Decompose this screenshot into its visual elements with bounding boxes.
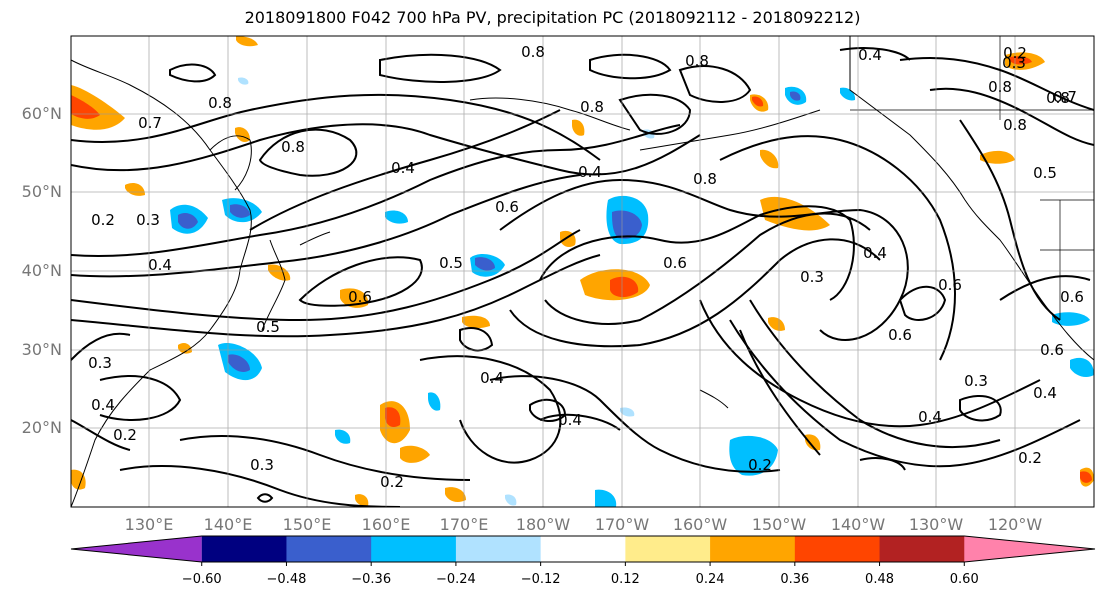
lon-label: 130°W: [908, 515, 964, 534]
colorbar-tick-label: 0.48: [865, 572, 894, 587]
contour-label: 0.2: [91, 211, 115, 229]
contour-label: 0.2: [380, 473, 404, 491]
colorbar-tick-label: −0.48: [266, 572, 307, 587]
contour-label: 0.6: [888, 326, 912, 344]
contour-label: 0.6: [938, 276, 962, 294]
lon-label: 140°W: [830, 515, 886, 534]
colorbar-tick-label: 0.36: [780, 572, 810, 587]
contour-label: 0.4: [91, 396, 115, 414]
coastlines: [71, 36, 1094, 507]
lon-label: 150°E: [282, 515, 332, 534]
colorbar-tick-label: 0.24: [695, 572, 725, 587]
contour-label: 0.2: [113, 426, 137, 444]
contour-label: 0.8: [693, 170, 717, 188]
contour-label: 0.4: [480, 369, 504, 387]
lon-label: 170°W: [594, 515, 650, 534]
lon-label: 160°W: [672, 515, 728, 534]
lon-label: 140°E: [203, 515, 253, 534]
lat-label: 40°N: [21, 261, 62, 280]
contour-label: 0.4: [578, 163, 602, 181]
contour-label: 0.4: [858, 46, 882, 64]
contour-label: 0.3: [136, 211, 160, 229]
contour-label: 0.8: [208, 94, 232, 112]
contour-label: 0.6: [495, 198, 519, 216]
contour-label: 0.8: [1046, 89, 1070, 107]
colorbar-tick-label: −0.36: [351, 572, 392, 587]
contour-label: 0.3: [1002, 54, 1026, 72]
colorbar-tick-label: −0.60: [181, 572, 222, 587]
contour-label: 0.4: [558, 411, 582, 429]
lat-label: 50°N: [21, 182, 62, 201]
contour-label: 0.4: [918, 408, 942, 426]
contour-label: 0.6: [663, 254, 687, 272]
lat-label: 60°N: [21, 104, 62, 123]
contour-label: 0.2: [748, 456, 772, 474]
contour-label: 0.2: [1018, 449, 1042, 467]
contour-label: 0.6: [348, 288, 372, 306]
lon-label: 180°W: [515, 515, 571, 534]
gridlines: [71, 36, 1094, 507]
contour-label: 0.7: [138, 114, 162, 132]
contour-label: 0.5: [439, 254, 463, 272]
contour-label: 0.3: [88, 354, 112, 372]
contour-label: 0.4: [148, 256, 172, 274]
precip-negative-areas: [170, 77, 1094, 507]
pv-contours: [71, 47, 1094, 507]
lon-label: 130°E: [124, 515, 174, 534]
lon-label: 170°E: [439, 515, 489, 534]
borders: [850, 36, 1094, 320]
contour-label: 0.3: [964, 372, 988, 390]
colorbar-tick-label: −0.12: [520, 572, 561, 587]
contour-label: 0.5: [256, 318, 280, 336]
lat-label: 30°N: [21, 340, 62, 359]
contour-label: 0.7: [1053, 88, 1077, 106]
contour-label: 0.8: [521, 43, 545, 61]
precip-positive-areas: [71, 36, 1094, 507]
lon-label: 160°E: [361, 515, 411, 534]
colorbar-tick-label: −0.24: [435, 572, 476, 587]
contour-label: 0.8: [685, 52, 709, 70]
contour-label: 0.5: [1033, 164, 1057, 182]
contour-label: 0.8: [580, 98, 604, 116]
contour-label: 0.6: [1060, 288, 1084, 306]
contour-label: 0.3: [250, 456, 274, 474]
figure-title: 2018091800 F042 700 hPa PV, precipitatio…: [244, 8, 861, 27]
lon-label: 150°W: [751, 515, 807, 534]
lon-label: 120°W: [987, 515, 1043, 534]
map-background: [71, 36, 1094, 507]
lat-label: 20°N: [21, 418, 62, 437]
contour-labels: 0.80.80.80.80.80.80.40.20.70.80.40.40.60…: [88, 43, 1084, 491]
colorbar-tick-label: 0.60: [949, 572, 979, 587]
contour-label: 0.4: [1033, 384, 1057, 402]
contour-label: 0.8: [281, 138, 305, 156]
colorbar-tick-label: 0.12: [610, 572, 640, 587]
contour-label: 0.2: [1003, 44, 1027, 62]
contour-label: 0.6: [1040, 341, 1064, 359]
contour-label: 0.3: [800, 268, 824, 286]
contour-label: 0.8: [1003, 116, 1027, 134]
contour-label: 0.8: [988, 78, 1012, 96]
contour-label: 0.4: [863, 244, 887, 262]
contour-label: 0.4: [391, 159, 415, 177]
map-frame: [70, 35, 1095, 508]
